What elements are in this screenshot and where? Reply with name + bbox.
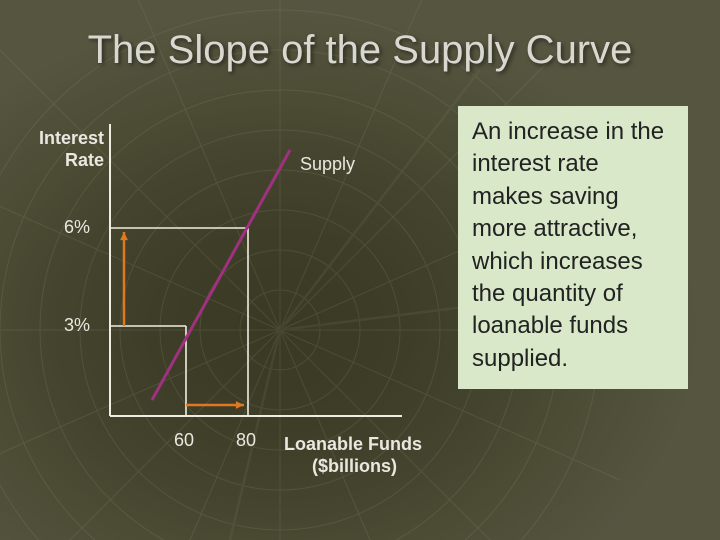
x-axis-label-line2: ($billions) [312,456,397,477]
y-tick-3pct: 3% [64,315,90,336]
slide: The Slope of the Supply Curve An increas… [0,0,720,540]
x-axis-label-line1: Loanable Funds [284,434,422,455]
y-tick-6pct: 6% [64,217,90,238]
supply-curve-label: Supply [300,154,355,175]
x-tick-60: 60 [174,430,194,451]
slide-title: The Slope of the Supply Curve [0,28,720,73]
explanation-callout: An increase in the interest rate makes s… [458,106,688,389]
x-tick-80: 80 [236,430,256,451]
y-axis-label-line1: Interest [24,128,104,149]
y-axis-label-line2: Rate [24,150,104,171]
